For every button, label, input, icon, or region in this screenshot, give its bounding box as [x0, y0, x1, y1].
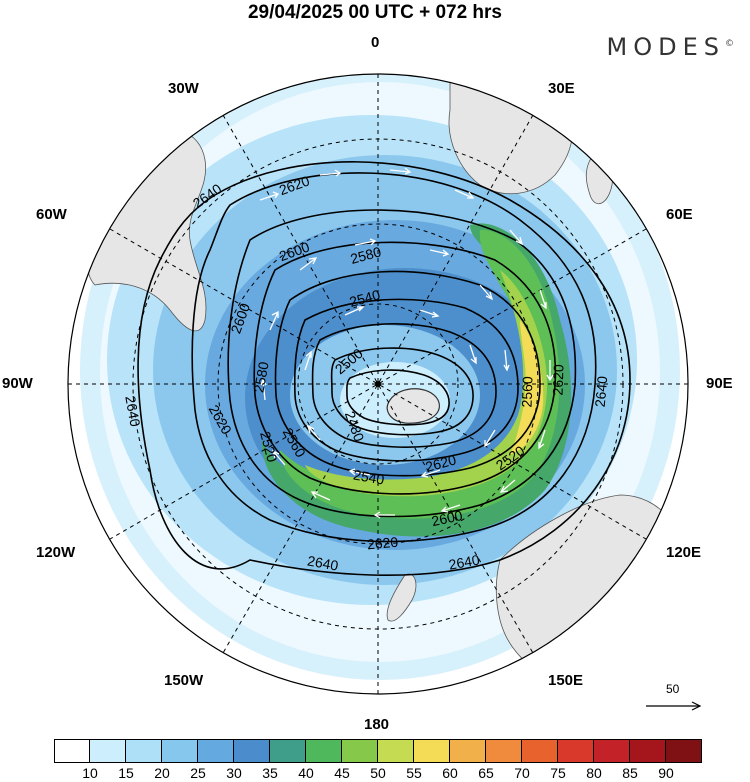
colorbar-tick-label: 60 — [442, 765, 458, 781]
wind-shading-45 — [280, 229, 560, 519]
contour-label: 2560 — [518, 376, 535, 408]
colorbar-tick-label: 90 — [658, 765, 674, 781]
colorbar-tick-label: 75 — [550, 765, 566, 781]
colorbar-tick-label: 85 — [622, 765, 638, 781]
meridian-label-30e: 30E — [548, 80, 575, 97]
colorbar-cell — [306, 739, 342, 763]
contour-label: 2640 — [447, 551, 481, 572]
colorbar-tick-label: 30 — [226, 765, 242, 781]
colorbar-cell — [630, 739, 666, 763]
meridian-label-150w: 150W — [164, 672, 204, 689]
contour-2540 — [293, 298, 519, 462]
colorbar-cell — [594, 739, 630, 763]
contour-2600 — [227, 209, 577, 518]
colorbar-cell — [414, 739, 450, 763]
contour-2640 — [137, 161, 631, 577]
colorbar-cell — [342, 739, 378, 763]
colorbar-cell — [90, 739, 126, 763]
colorbar-tick-label: 15 — [118, 765, 134, 781]
contour-2620 — [191, 172, 597, 543]
meridian-label-30w: 30W — [168, 80, 199, 97]
map-border — [67, 73, 689, 695]
colorbar — [54, 739, 702, 763]
south-pole-marker — [375, 381, 381, 387]
colorbar-tick-label: 40 — [298, 765, 314, 781]
contour-label: 2580 — [250, 360, 271, 394]
contour-2580 — [253, 241, 557, 495]
colorbar-tick-label: 70 — [514, 765, 530, 781]
meridian-label-0: 0 — [371, 34, 380, 51]
colorbar-cell — [54, 739, 90, 763]
meridian-label-150e: 150E — [548, 672, 584, 689]
wind-shading-50 — [305, 270, 547, 497]
contour-label: 2640 — [592, 375, 611, 408]
colorbar-tick-label: 65 — [478, 765, 494, 781]
meridian-label-120e: 120E — [666, 544, 702, 561]
colorbar-cell — [522, 739, 558, 763]
brand-logo: MODES© — [607, 33, 734, 61]
copyright-mark: © — [725, 39, 734, 49]
contour-2480 — [346, 369, 450, 426]
antarctica-landmass — [386, 388, 441, 424]
contour-label: 2600 — [430, 507, 464, 529]
colorbar-tick-label: 20 — [154, 765, 170, 781]
contour-label: 2580 — [349, 243, 383, 267]
contour-label: 2540 — [348, 286, 382, 310]
map-title: 29/04/2025 00 UTC + 072 hrs — [247, 2, 503, 23]
colorbar-cell — [162, 739, 198, 763]
contour-label: 2520 — [257, 430, 281, 464]
colorbar-tick-label: 55 — [406, 765, 422, 781]
colorbar-cell — [126, 739, 162, 763]
colorbar-cell — [378, 739, 414, 763]
graticule — [68, 74, 688, 694]
colorbar-cell — [450, 739, 486, 763]
colorbar-tick-label: 35 — [262, 765, 278, 781]
contour-label: 2620 — [366, 534, 399, 553]
colorbar-tick-label: 10 — [82, 765, 98, 781]
colorbar-cell — [198, 739, 234, 763]
reference-vector-value: 50 — [666, 682, 680, 696]
colorbar-tick-label: 45 — [334, 765, 350, 781]
wind-vectors — [259, 167, 554, 519]
contour-2500 — [330, 347, 474, 436]
colorbar-cell — [666, 739, 702, 763]
meridian-label-120w: 120W — [36, 544, 76, 561]
wind-shading-55 — [510, 320, 544, 455]
meridian-label-90e: 90E — [706, 375, 733, 392]
contour-label: 2620 — [549, 364, 566, 396]
contour-2560 — [274, 270, 541, 477]
colorbar-cell — [558, 739, 594, 763]
colorbar-cell — [270, 739, 306, 763]
reference-vector-arrow-icon — [646, 701, 702, 711]
contour-label: 2640 — [122, 394, 143, 428]
colorbar-tick-label: 25 — [190, 765, 206, 781]
colorbar-tick-label: 50 — [370, 765, 386, 781]
colorbar-tick-label: 80 — [586, 765, 602, 781]
brand-name: MODES — [606, 33, 725, 61]
contour-2520 — [311, 323, 497, 448]
colorbar-cell — [486, 739, 522, 763]
colorbar-cell — [234, 739, 270, 763]
contour-label: 2620 — [424, 451, 458, 475]
new-zealand-landmass — [386, 573, 417, 622]
height-contours — [137, 161, 631, 577]
meridian-label-60e: 60E — [666, 206, 693, 223]
meridian-label-180: 180 — [364, 716, 390, 733]
polar-map: 2640 2620 2600 2580 2540 2600 2580 2500 … — [67, 73, 689, 695]
colorbar-ticks: 10 15 20 25 30 35 40 45 50 55 60 65 70 75 80 85 90 — [54, 765, 704, 781]
meridian-label-60w: 60W — [36, 206, 67, 223]
meridian-label-90w: 90W — [2, 375, 33, 392]
contour-label: 2640 — [306, 552, 340, 573]
contour-label: 2540 — [352, 466, 386, 487]
